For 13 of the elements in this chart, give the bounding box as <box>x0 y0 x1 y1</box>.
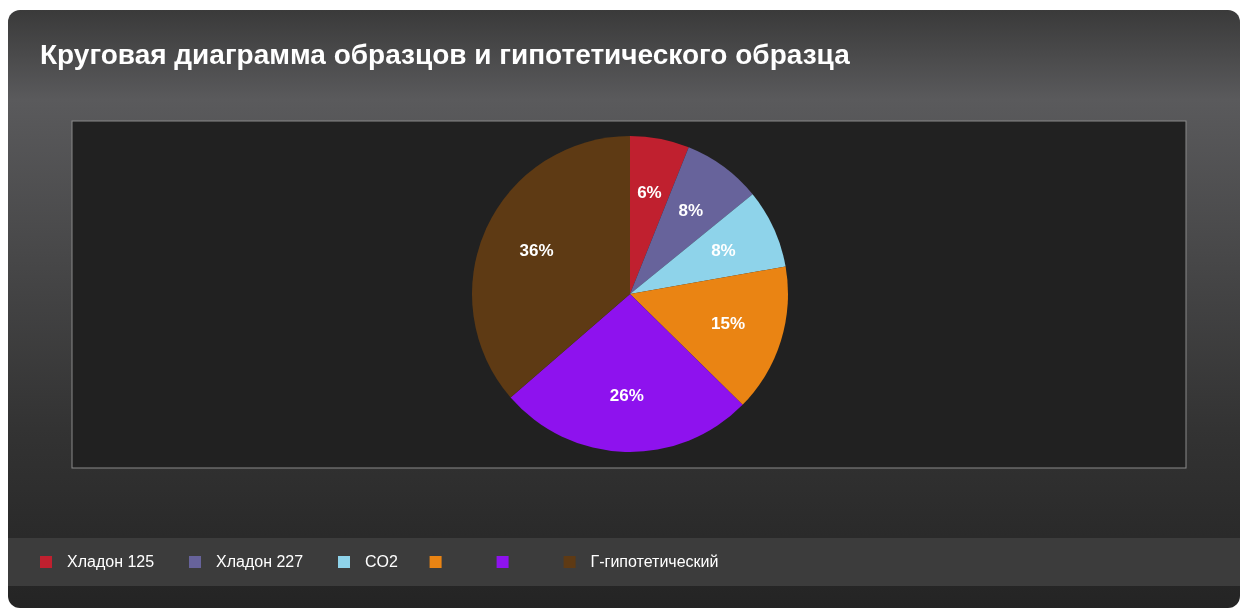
data-label: 36% <box>519 240 554 260</box>
data-label: 8% <box>711 240 736 260</box>
pie-slice <box>510 294 743 452</box>
legend-label: Хладон 125 <box>67 553 155 570</box>
data-label: 8% <box>678 200 704 220</box>
pie-slice <box>630 147 753 294</box>
data-label: 6% <box>637 182 662 202</box>
chart-title: Круговая диаграмма образцов и гипотетического образца <box>40 39 851 70</box>
legend-label: Г-гипотетический <box>590 553 719 570</box>
data-label: 15% <box>711 313 746 333</box>
legend-label: CO2 <box>365 553 398 570</box>
legend-label: Хладон 227 <box>216 553 304 570</box>
data-label: 26% <box>609 386 644 406</box>
